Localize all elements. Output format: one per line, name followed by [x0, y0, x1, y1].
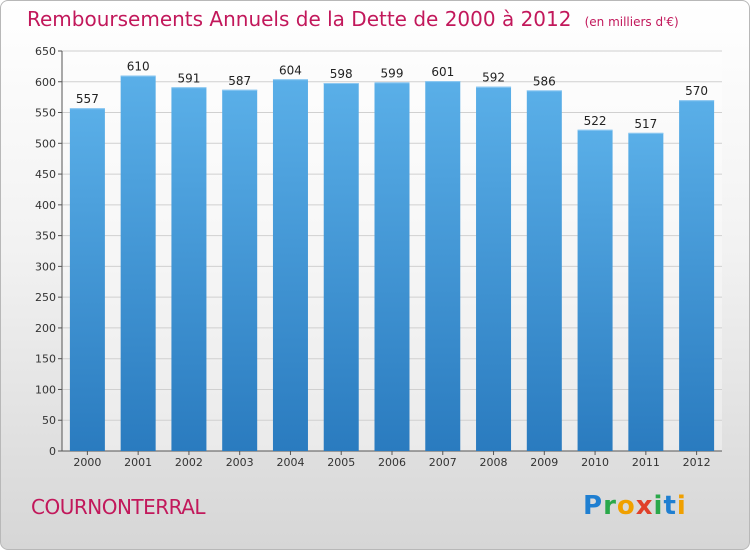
- x-tick-label: 2000: [73, 456, 101, 469]
- plot-area: 0 50 100 150 200 250 300 350 400 450 500 550 600 650 5…: [35, 45, 722, 469]
- bar: [425, 81, 461, 452]
- y-tick-label: 600: [35, 76, 56, 89]
- bar: [476, 86, 512, 451]
- logo-letter: i: [676, 491, 687, 521]
- bar-value-label: 517: [634, 117, 657, 131]
- x-tick-label: 2009: [530, 456, 558, 469]
- bar-value-label: 604: [279, 63, 302, 77]
- logo-letter: r: [603, 491, 617, 521]
- x-tick-label: 2007: [429, 456, 457, 469]
- logo-letter: o: [616, 491, 636, 521]
- city-name: COURNONTERRAL: [31, 495, 206, 519]
- bar-value-label: 557: [76, 92, 99, 106]
- title-row: Remboursements Annuels de la Dette de 20…: [27, 7, 679, 31]
- y-tick-label: 350: [35, 230, 56, 243]
- y-tick-label: 550: [35, 107, 56, 120]
- bar: [120, 75, 156, 451]
- x-tick-label: 2001: [124, 456, 152, 469]
- chart-title: Remboursements Annuels de la Dette de 20…: [27, 7, 572, 31]
- y-tick-label: 500: [35, 137, 56, 150]
- bar: [69, 108, 105, 451]
- bar-value-label: 586: [533, 74, 556, 88]
- bar-value-label: 599: [381, 66, 404, 80]
- y-tick-label: 200: [35, 322, 56, 335]
- chart-subtitle: (en milliers d'€): [584, 15, 679, 29]
- x-tick-label: 2008: [480, 456, 508, 469]
- x-tick-label: 2002: [175, 456, 203, 469]
- bar-value-label: 587: [228, 74, 251, 88]
- logo-letter: P: [583, 491, 604, 521]
- bar-value-label: 522: [584, 114, 607, 128]
- bar: [374, 82, 410, 451]
- bar: [679, 100, 715, 451]
- bar: [171, 87, 207, 452]
- y-tick-label: 100: [35, 383, 56, 396]
- y-tick-label: 650: [35, 45, 56, 58]
- x-tick-label: 2005: [327, 456, 355, 469]
- y-tick-label: 150: [35, 353, 56, 366]
- bar-value-label: 570: [685, 84, 708, 98]
- logo-letter: x: [635, 491, 654, 521]
- bar: [628, 132, 664, 451]
- y-tick-label: 450: [35, 168, 56, 181]
- x-tick-label: 2006: [378, 456, 406, 469]
- logo-letter: t: [663, 491, 677, 521]
- x-tick-label: 2011: [632, 456, 660, 469]
- bar: [323, 83, 359, 451]
- logo-letter: i: [653, 491, 664, 521]
- bar: [222, 89, 258, 452]
- y-tick-label: 250: [35, 291, 56, 304]
- x-tick-label: 2010: [581, 456, 609, 469]
- bar-value-label: 591: [177, 71, 200, 85]
- bar-value-label: 598: [330, 67, 353, 81]
- bar-value-label: 610: [127, 60, 150, 74]
- proxiti-logo: Proxiti: [583, 491, 687, 521]
- x-tick-label: 2004: [276, 456, 304, 469]
- y-tick-label: 400: [35, 199, 56, 212]
- bar: [526, 90, 562, 451]
- x-tick-label: 2012: [683, 456, 711, 469]
- y-tick-label: 300: [35, 260, 56, 273]
- y-tick-label: 0: [49, 445, 56, 458]
- bar: [577, 129, 613, 451]
- bar-value-label: 592: [482, 71, 505, 85]
- bar: [272, 79, 308, 452]
- y-tick-label: 50: [42, 414, 56, 427]
- bar-value-label: 601: [431, 65, 454, 79]
- x-tick-label: 2003: [226, 456, 254, 469]
